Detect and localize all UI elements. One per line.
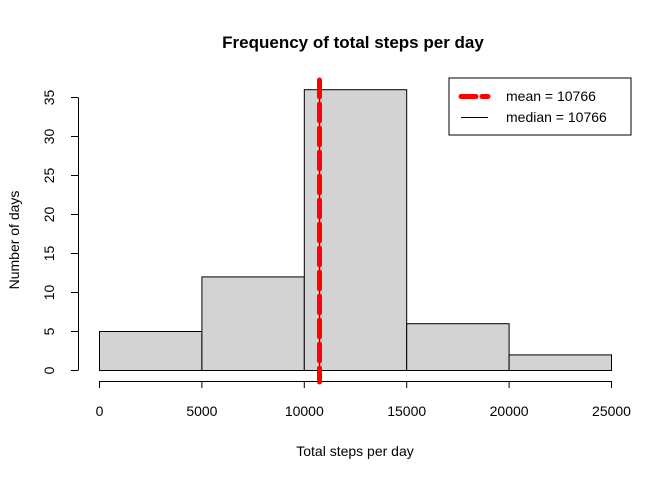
histogram-bars bbox=[99, 89, 613, 372]
y-axis-title: Number of days bbox=[6, 191, 22, 290]
legend: mean = 10766 median = 10766 bbox=[448, 77, 632, 136]
y-tick-label: 10 bbox=[41, 285, 57, 301]
y-tick-label: 0 bbox=[41, 366, 57, 374]
histogram-bar-0 bbox=[99, 331, 203, 371]
x-tick-label: 5000 bbox=[186, 403, 217, 419]
histogram-bar-3 bbox=[406, 323, 510, 372]
x-axis-title: Total steps per day bbox=[296, 443, 414, 459]
y-tick-label: 35 bbox=[41, 90, 57, 106]
x-tick-label: 0 bbox=[96, 403, 104, 419]
legend-box bbox=[448, 77, 632, 136]
x-tick-label: 20000 bbox=[490, 403, 529, 419]
y-axis-ticks: 0 5 10 15 20 25 30 35 bbox=[41, 90, 78, 374]
x-tick-label: 25000 bbox=[592, 403, 631, 419]
legend-mean-label: mean = 10766 bbox=[506, 88, 596, 104]
chart-title: Frequency of total steps per day bbox=[222, 33, 484, 52]
histogram-bar-1 bbox=[201, 276, 305, 371]
y-tick-label: 5 bbox=[41, 327, 57, 335]
y-tick-label: 20 bbox=[41, 207, 57, 223]
legend-median-label: median = 10766 bbox=[506, 109, 607, 125]
x-tick-label: 15000 bbox=[387, 403, 426, 419]
x-axis-ticks: 0 5000 10000 15000 20000 25000 bbox=[96, 381, 631, 419]
y-tick-label: 15 bbox=[41, 246, 57, 262]
y-tick-label: 25 bbox=[41, 168, 57, 184]
y-tick-label: 30 bbox=[41, 129, 57, 145]
x-tick-label: 10000 bbox=[285, 403, 324, 419]
histogram-bar-4 bbox=[508, 354, 613, 371]
